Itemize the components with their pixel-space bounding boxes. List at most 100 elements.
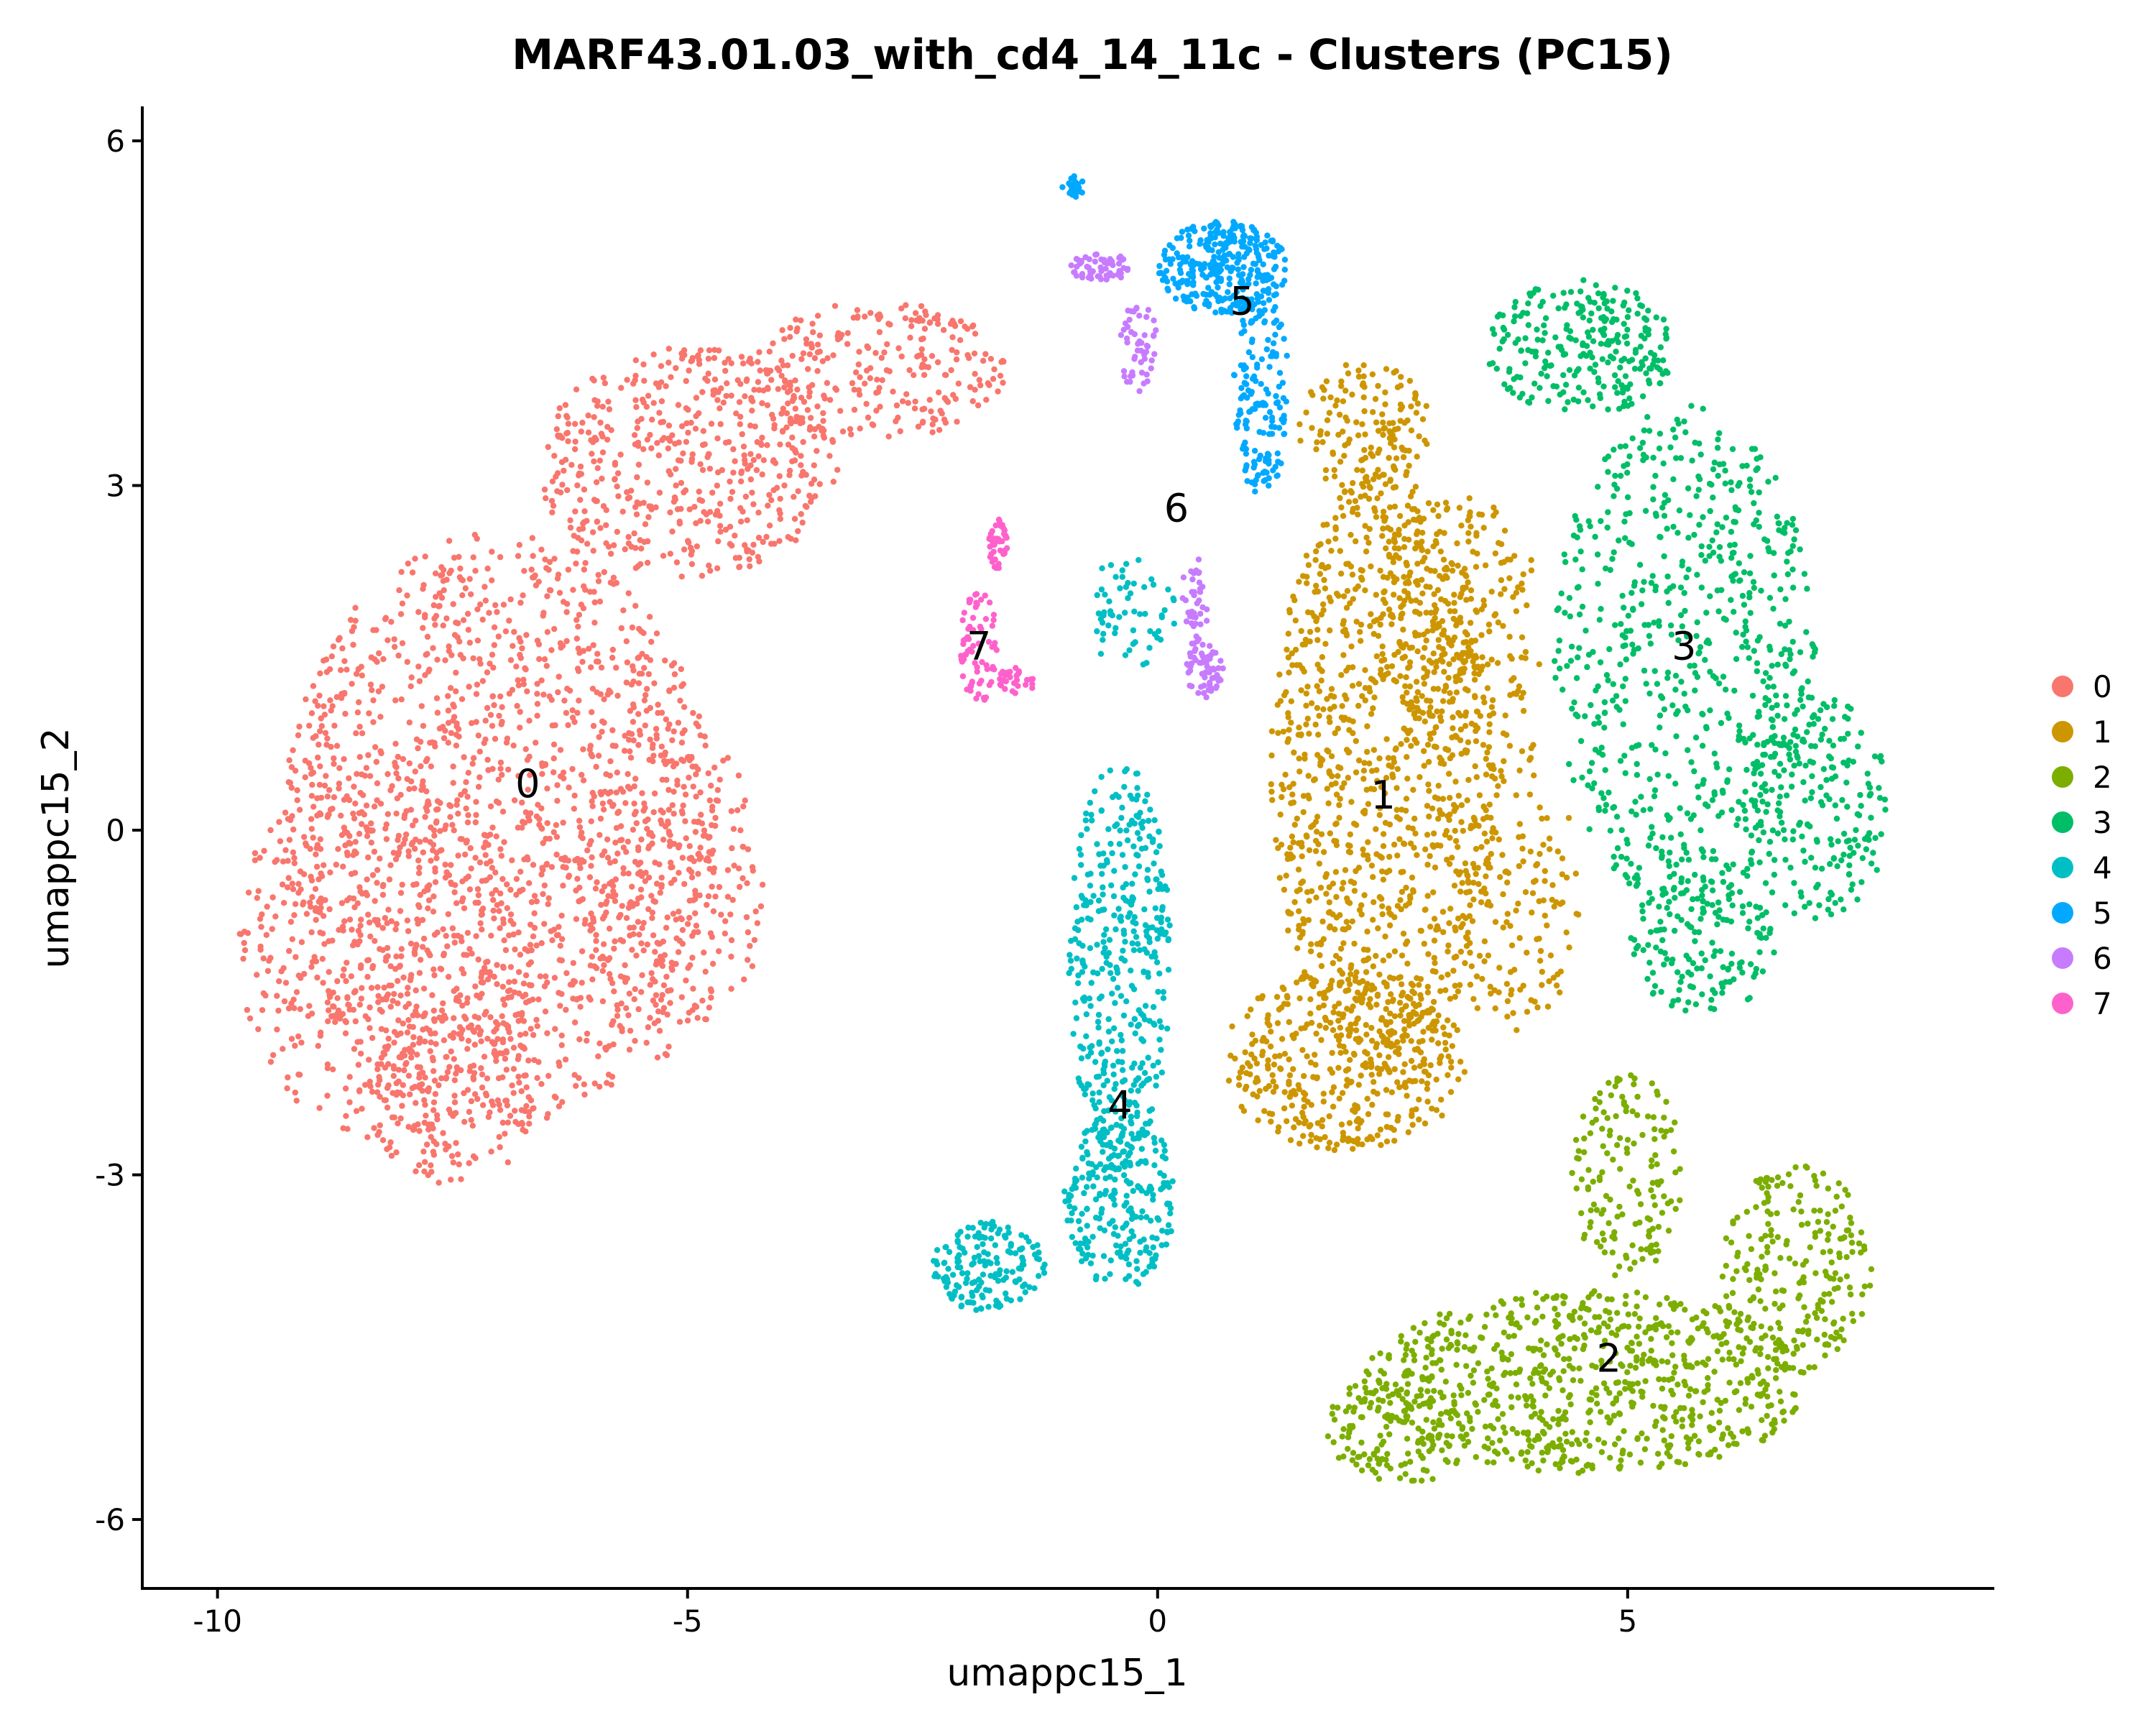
point (1413, 410, 1420, 416)
point (749, 489, 755, 496)
point (1462, 960, 1468, 967)
point (1442, 1039, 1449, 1046)
point (515, 929, 522, 936)
point (1429, 1105, 1435, 1112)
point (420, 1013, 426, 1020)
point (755, 534, 763, 541)
point (1516, 862, 1522, 870)
point (1304, 1053, 1310, 1059)
point (922, 308, 929, 315)
point (558, 644, 564, 651)
point (400, 1082, 406, 1088)
point (576, 898, 582, 905)
point (1472, 763, 1478, 770)
point (543, 663, 550, 669)
point (518, 1088, 525, 1095)
point (1320, 1002, 1327, 1009)
point (479, 990, 485, 997)
point (617, 786, 625, 792)
point (252, 857, 259, 864)
point (1368, 676, 1375, 682)
point (1353, 1118, 1360, 1125)
point (319, 930, 326, 937)
point (297, 1006, 303, 1013)
point (1337, 459, 1344, 465)
point (510, 931, 517, 938)
point (612, 892, 619, 898)
point (500, 1020, 507, 1026)
point (686, 855, 693, 862)
point (371, 1125, 377, 1131)
point (1353, 969, 1360, 975)
point (336, 785, 342, 792)
point (292, 1042, 298, 1049)
point (667, 509, 673, 516)
point (1412, 1003, 1419, 1010)
point (732, 410, 740, 417)
point (1380, 525, 1386, 532)
point (1355, 432, 1362, 438)
point (595, 571, 602, 579)
point (1320, 395, 1327, 402)
point (1483, 755, 1489, 763)
point (902, 315, 909, 321)
point (768, 377, 775, 383)
cluster-1-points (1225, 362, 1582, 1154)
point (378, 1026, 385, 1032)
point (472, 568, 479, 574)
point (907, 334, 913, 341)
point (573, 548, 581, 555)
point (483, 959, 489, 966)
point (1380, 597, 1387, 603)
point (997, 372, 1004, 379)
point (316, 781, 323, 788)
point (766, 349, 773, 355)
point (1312, 847, 1319, 855)
point (1463, 573, 1470, 579)
point (430, 908, 437, 915)
point (589, 753, 596, 760)
point (1508, 656, 1515, 662)
point (1380, 419, 1386, 426)
point (1406, 659, 1414, 666)
point (1284, 994, 1291, 1001)
point (349, 627, 356, 635)
point (1376, 811, 1383, 819)
point (377, 1122, 383, 1128)
point (763, 533, 770, 540)
point (1487, 983, 1493, 990)
point (420, 1070, 426, 1076)
point (694, 353, 701, 359)
point (683, 835, 689, 842)
point (771, 422, 778, 428)
point (1486, 628, 1493, 635)
point (1335, 1011, 1342, 1017)
point (453, 742, 460, 749)
point (1381, 588, 1388, 594)
point (555, 413, 561, 420)
point (591, 620, 598, 626)
point (310, 804, 317, 810)
point (1471, 693, 1478, 699)
point (428, 763, 434, 770)
point (313, 905, 319, 911)
point (296, 1072, 303, 1078)
point (1420, 1029, 1427, 1035)
point (1400, 626, 1406, 633)
point (1409, 1113, 1415, 1120)
point (1435, 783, 1442, 789)
point (753, 466, 760, 474)
point (357, 1039, 364, 1045)
point (425, 668, 432, 675)
point (409, 1049, 415, 1055)
point (515, 773, 522, 779)
point (1227, 1052, 1234, 1059)
point (1439, 698, 1447, 704)
point (422, 553, 428, 560)
point (676, 844, 682, 851)
point (1327, 830, 1334, 837)
point (504, 1102, 511, 1109)
point (292, 901, 299, 908)
point (1337, 945, 1345, 952)
point (1355, 583, 1362, 589)
